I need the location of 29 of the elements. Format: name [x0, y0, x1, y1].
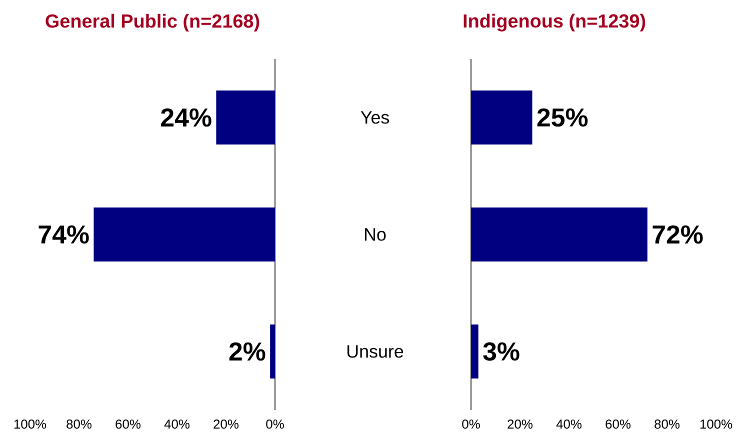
x-tick-label: 40% — [556, 420, 582, 429]
x-tick-label: 100% — [14, 420, 46, 429]
bar — [471, 208, 648, 262]
x-tick-label: 100% — [700, 420, 732, 429]
x-tick-label: 20% — [508, 420, 533, 429]
y-tick-label: Unsure — [347, 345, 404, 358]
bar — [471, 90, 532, 145]
chart-title: Indigenous (n=1239) — [464, 14, 646, 32]
bar — [471, 324, 478, 379]
x-tick-label: 0% — [462, 420, 480, 429]
x-tick-label: 0% — [266, 420, 284, 429]
x-tick-label: 20% — [214, 420, 238, 429]
data-label: 74% — [38, 225, 89, 244]
chart-title: General Public (n=2168) — [46, 14, 260, 32]
data-label: 2% — [229, 342, 266, 361]
x-tick-label: 80% — [66, 420, 92, 429]
data-label: 3% — [483, 342, 520, 361]
y-tick-label: Yes — [360, 111, 390, 124]
bar — [216, 90, 275, 145]
x-tick-label: 60% — [606, 420, 631, 429]
x-tick-label: 80% — [654, 420, 680, 429]
data-label: 24% — [161, 108, 212, 127]
y-tick-label: No — [365, 228, 386, 241]
data-label: 72% — [652, 225, 703, 244]
x-tick-label: 40% — [164, 420, 190, 429]
x-tick-label: 60% — [116, 420, 140, 429]
bar — [270, 324, 275, 379]
bar — [94, 208, 275, 262]
data-label: 25% — [537, 108, 588, 127]
